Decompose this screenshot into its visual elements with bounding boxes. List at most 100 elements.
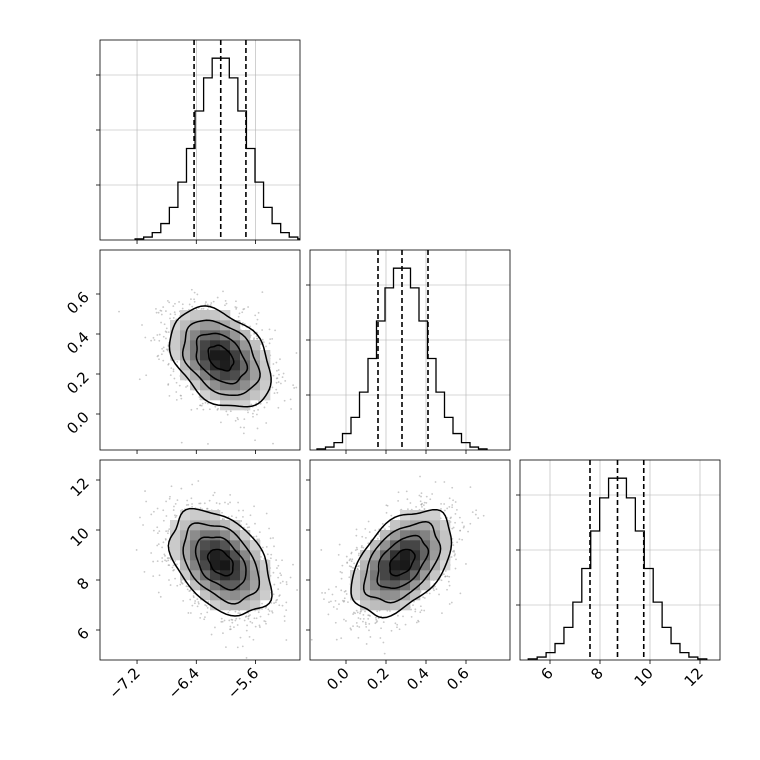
scatter-point [243,619,246,622]
density-cell [360,580,371,591]
scatter-point [153,339,156,341]
scatter-point [164,559,166,562]
density-cell [190,540,201,551]
scatter-point [261,329,264,331]
density-cell [360,560,371,571]
density-cell [180,550,191,561]
scatter-point [245,629,248,632]
scatter-point [265,422,268,424]
histogram-panel-0 [96,39,301,244]
density-cell [400,520,411,531]
scatter-point [199,502,202,505]
density-cell [220,360,231,371]
density-cell [190,530,201,541]
scatter-point [221,620,224,623]
scatter-point [301,375,303,377]
scatter-point [253,617,256,620]
density-cell [210,350,221,361]
scatter-point [196,598,199,601]
density-cell [260,580,271,591]
density-cell [390,550,401,561]
scatter-point [367,614,370,617]
scatter-point [397,500,400,502]
scatter-point [156,526,159,529]
density-cell [410,590,421,601]
scatter-point [248,636,251,638]
scatter-point [343,600,346,602]
scatter-point [179,394,182,397]
scatter-point [152,560,155,563]
scatter-point [186,499,189,502]
scatter-point [165,310,167,312]
scatter-point [260,555,262,558]
contour-line [350,508,453,619]
density-cell [170,330,181,341]
scatter-point [448,575,451,578]
scatter-point [455,508,458,511]
scatter-point [285,609,288,611]
scatter-point [409,502,412,504]
density-cell [170,520,181,531]
density-cell [350,580,361,591]
scatter-point [352,566,354,569]
scatter-point [236,624,239,626]
scatter-point [340,577,343,580]
density-cell [440,520,451,531]
scatter-point [238,617,241,620]
density-cell [210,540,221,551]
scatter-point [335,585,337,588]
scatter-point [160,313,163,316]
density-cell [210,390,221,401]
scatter-point [199,617,202,619]
scatter-point [162,346,165,349]
scatter-point [145,500,148,503]
scatter-point [165,327,168,330]
scatter-point [135,549,138,551]
scatter-point [284,379,287,382]
scatter-point [367,617,370,620]
scatter-point [196,407,199,410]
scatter-point [233,626,235,629]
density-cell [370,560,381,571]
density-cell [200,360,211,371]
density-cell [390,600,401,611]
contour-line [207,344,235,372]
scatter-point [360,544,363,547]
scatter-point [385,511,388,514]
scatter-point [278,604,281,607]
density-cell [240,550,251,561]
density-cell [190,580,201,591]
density-cell [190,520,201,531]
scatter-point [162,541,165,544]
scatter-point [453,550,456,553]
scatter-point [190,288,193,291]
scatter-point [234,619,237,622]
scatter-point [176,563,178,566]
density-cell [220,350,231,361]
density-cell [350,570,361,581]
density-cell [250,340,261,351]
density-cell [410,560,421,571]
scatter-point [191,393,194,396]
scatter-point [367,520,370,523]
scatter-point [229,628,232,631]
scatter-point [364,527,367,530]
density-cell [210,580,221,591]
density-cell [190,360,201,371]
scatter-point [258,624,261,627]
scatter-point [208,408,211,411]
scatter-point [237,315,240,318]
scatter-point [174,502,177,505]
scatter-point [440,507,442,510]
scatter-point [189,612,192,614]
scatter-point [188,590,191,592]
scatter-point [181,303,184,306]
density-cell [190,380,201,391]
scatter-point [156,544,159,547]
scatter-point [365,643,368,645]
scatter-point [138,378,141,381]
scatter-point [447,580,450,583]
scatter-point [275,559,278,561]
scatter-point [257,611,260,614]
density-cell [250,600,261,611]
